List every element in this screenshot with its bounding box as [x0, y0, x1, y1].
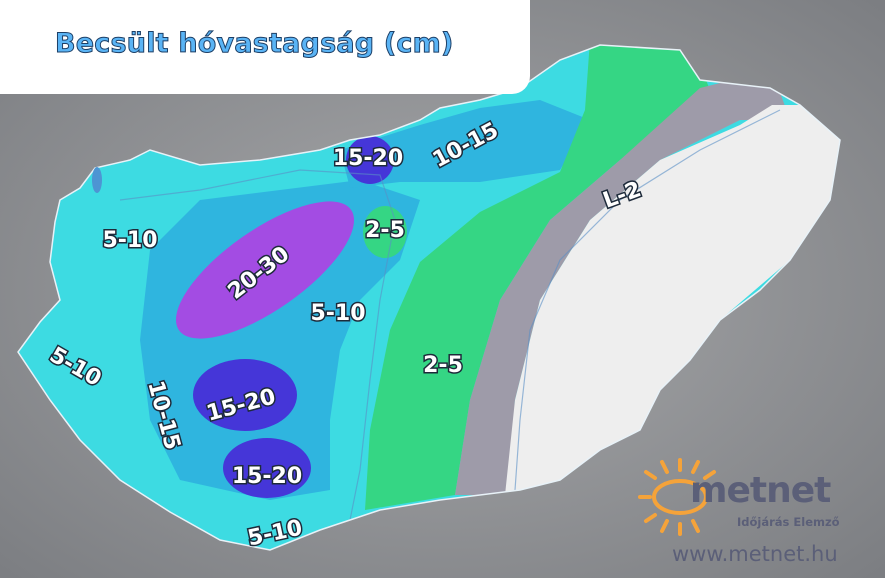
- sun-logo-icon: [638, 458, 716, 536]
- zone-l-2: [455, 70, 790, 495]
- river-danube: [119, 169, 396, 521]
- map-title: Becsült hóvastagság (cm): [55, 28, 454, 60]
- zone-2-5-small: [363, 206, 407, 258]
- title-panel: Becsült hóvastagság (cm): [0, 0, 530, 94]
- lake-neusiedl: [92, 167, 102, 193]
- label-5-10-center: 5-10: [310, 301, 365, 326]
- label-5-10-west: 5-10: [102, 228, 157, 253]
- zone-no-snow: [505, 105, 840, 495]
- zone-10-15-north: [340, 100, 590, 188]
- zone-20-30: [175, 201, 355, 339]
- brand-tagline: Időjárás Elemző: [737, 515, 840, 529]
- zone-15-20-mid: [193, 359, 297, 431]
- zone-15-20-north: [346, 136, 394, 184]
- label-2-5-center: 2-5: [423, 353, 463, 378]
- label-15-20-south: 15-20: [232, 464, 302, 489]
- zone-15-20-south: [223, 438, 311, 498]
- label-2-5-north: 2-5: [365, 218, 405, 243]
- brand-name: metnet: [690, 470, 831, 511]
- website-url: www.metnet.hu: [672, 542, 838, 566]
- label-15-20-north: 15-20: [333, 146, 403, 171]
- zone-2-5-east: [365, 45, 710, 510]
- river-tisza: [514, 109, 781, 491]
